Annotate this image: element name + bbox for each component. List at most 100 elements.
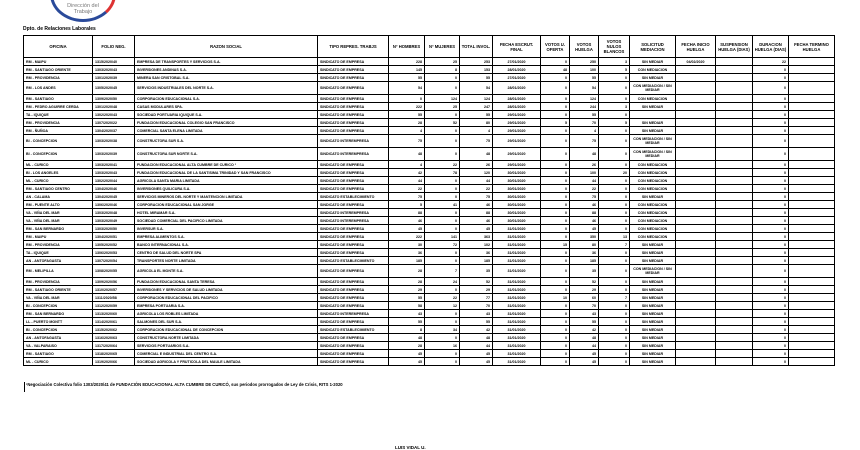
- table-cell: 8: [424, 65, 460, 74]
- table-cell: 48: [459, 333, 493, 342]
- table-cell: 28: [388, 264, 425, 278]
- table-cell: [788, 160, 835, 169]
- table-cell: 0: [752, 293, 789, 302]
- table-cell: CON MEDIACION: [629, 216, 676, 225]
- table-cell: 0: [598, 256, 630, 265]
- table-cell: SINDICATO DE EMPRESA: [317, 200, 389, 209]
- table-cell: 44: [569, 176, 599, 185]
- table-cell: 1307/2020/22: [92, 118, 135, 127]
- table-cell: 48: [569, 333, 599, 342]
- table-cell: 0: [598, 349, 630, 358]
- table-cell: SOCIEDAD PORTUARIA IQUIQUE S.A.: [134, 110, 318, 119]
- table-cell: 54: [388, 81, 425, 95]
- table-cell: SINDICATO DE EMPRESA: [317, 126, 389, 135]
- table-cell: 1308/2020/55: [92, 264, 135, 278]
- table-row: RM - SANTIAGO ORIENTE 1303/2020/43 INVERSI…: [23, 65, 835, 74]
- table-cell: 124: [424, 94, 460, 103]
- table-cell: VA - VIÑA DEL MAR: [23, 293, 93, 302]
- table-cell: 0: [424, 192, 460, 201]
- table-cell: 0: [540, 134, 570, 148]
- table-cell: SALMONES DEL SUR S.A.: [134, 317, 318, 326]
- table-cell: 58: [388, 301, 425, 310]
- table-cell: 5: [598, 65, 630, 74]
- table-cell: [715, 317, 753, 326]
- table-cell: 46: [388, 216, 425, 225]
- table-cell: 16: [424, 341, 460, 350]
- table-cell: CON MEDIACION / SIN MEDIAR: [629, 147, 676, 161]
- table-cell: ML - CURICO: [23, 160, 93, 169]
- table-cell: 52: [459, 277, 493, 286]
- table-cell: 0: [540, 216, 570, 225]
- table-cell: 0: [752, 264, 789, 278]
- table-cell: 0: [752, 208, 789, 217]
- table-cell: 43: [569, 309, 599, 318]
- table-cell: [675, 216, 716, 225]
- table-cell: 1315/2020/40: [92, 57, 135, 66]
- table-cell: 4: [388, 160, 425, 169]
- table-cell: SINDICATO DE EMPRESA: [317, 110, 389, 119]
- table-cell: 1302/2020/43: [92, 110, 135, 119]
- table-cell: 0: [424, 147, 460, 161]
- table-cell: 0: [752, 94, 789, 103]
- table-cell: BANCO INTERNACIONAL S.A.: [134, 240, 318, 249]
- table-cell: 0: [598, 160, 630, 169]
- table-row: RM - MAIPU 1315/2020/40 EMPRESA DE TRANSPO…: [23, 57, 835, 66]
- table-row: RM - PROVIDENCIA 1307/2020/22 FUNDACION ED…: [23, 118, 835, 127]
- negotiations-table: OFICINA FOLIO NEG. RAZON SOCIAL TIPO REPRES…: [23, 35, 835, 366]
- table-cell: 22: [388, 184, 425, 193]
- table-cell: SERVICIOS MINEROS DEL NORTE Y MANTENCION…: [134, 192, 318, 201]
- table-cell: 1303/2020/38: [92, 134, 135, 148]
- table-row: RM - MAIPU 1304/2020/51 EMPRESA ALIMENTOS …: [23, 232, 835, 241]
- table-row: VA - VIÑA DEL MAR 1303/2020/49 SOCIEDAD CO…: [23, 216, 835, 225]
- table-cell: 31/01/2020: [492, 341, 541, 350]
- table-cell: CASAS MODULARES SPA.: [134, 102, 318, 111]
- table-cell: [675, 256, 716, 265]
- table-cell: SINDICATO DE EMPRESA: [317, 240, 389, 249]
- table-cell: 350: [569, 232, 599, 241]
- table-cell: 48: [569, 147, 599, 161]
- table-cell: SIN MEDIAR: [629, 301, 676, 310]
- table-cell: 0: [540, 168, 570, 177]
- table-cell: 48: [459, 147, 493, 161]
- table-cell: SINDICATO DE EMPRESA: [317, 293, 389, 302]
- table-cell: [788, 301, 835, 310]
- table-cell: [788, 134, 835, 148]
- table-cell: [675, 224, 716, 233]
- table-cell: INVERSUR S.A.: [134, 224, 318, 233]
- table-cell: CON MEDIACION: [629, 94, 676, 103]
- table-cell: RM - SAN BERNARDO: [23, 309, 93, 318]
- table-cell: SINDICATO DE EMPRESA: [317, 333, 389, 342]
- table-cell: RM - PROVIDENCIA: [23, 277, 93, 286]
- table-cell: 42: [569, 325, 599, 334]
- table-cell: [715, 293, 753, 302]
- table-cell: SIN MEDIAR: [629, 285, 676, 294]
- table-cell: SINDICATO DE EMPRESA: [317, 65, 389, 74]
- table-cell: 0: [424, 134, 460, 148]
- table-row: LL - PUERTO MONTT 1314/2020/61 SALMONES DE…: [23, 317, 835, 326]
- table-cell: [788, 176, 835, 185]
- table-cell: RM - PROVIDENCIA: [23, 240, 93, 249]
- table-cell: SIN MEDIAR: [629, 118, 676, 127]
- table-cell: 0: [540, 285, 570, 294]
- table-cell: 0: [424, 309, 460, 318]
- table-cell: [715, 176, 753, 185]
- column-header: TOTAL INVOL.: [459, 35, 493, 58]
- table-row: AN - ANTOFAGASTA 1307/2020/54 TRANSPORTES …: [23, 256, 835, 265]
- table-row: RM - SANTIAGO ORIENTE 1310/2020/57 INVERSI…: [23, 285, 835, 294]
- table-cell: 3: [598, 102, 630, 111]
- table-cell: SINDICATO DE EMPRESA: [317, 118, 389, 127]
- table-cell: SINDICATO DE EMPRESA: [317, 349, 389, 358]
- table-header: OFICINA FOLIO NEG. RAZON SOCIAL TIPO REPRES…: [23, 35, 835, 58]
- table-cell: 5: [540, 118, 570, 127]
- table-cell: RM - MELIPILLA: [23, 264, 93, 278]
- table-cell: 0: [598, 208, 630, 217]
- table-cell: 88: [569, 208, 599, 217]
- table-cell: 31/01/2020: [492, 232, 541, 241]
- table-cell: AGRICOLA SANTA MARIA LIMITADA: [134, 176, 318, 185]
- table-cell: [715, 65, 753, 74]
- table-cell: 0: [540, 73, 570, 82]
- table-cell: 46: [569, 200, 599, 209]
- table-cell: 185: [388, 256, 425, 265]
- table-cell: 0: [598, 333, 630, 342]
- table-cell: 0: [424, 317, 460, 326]
